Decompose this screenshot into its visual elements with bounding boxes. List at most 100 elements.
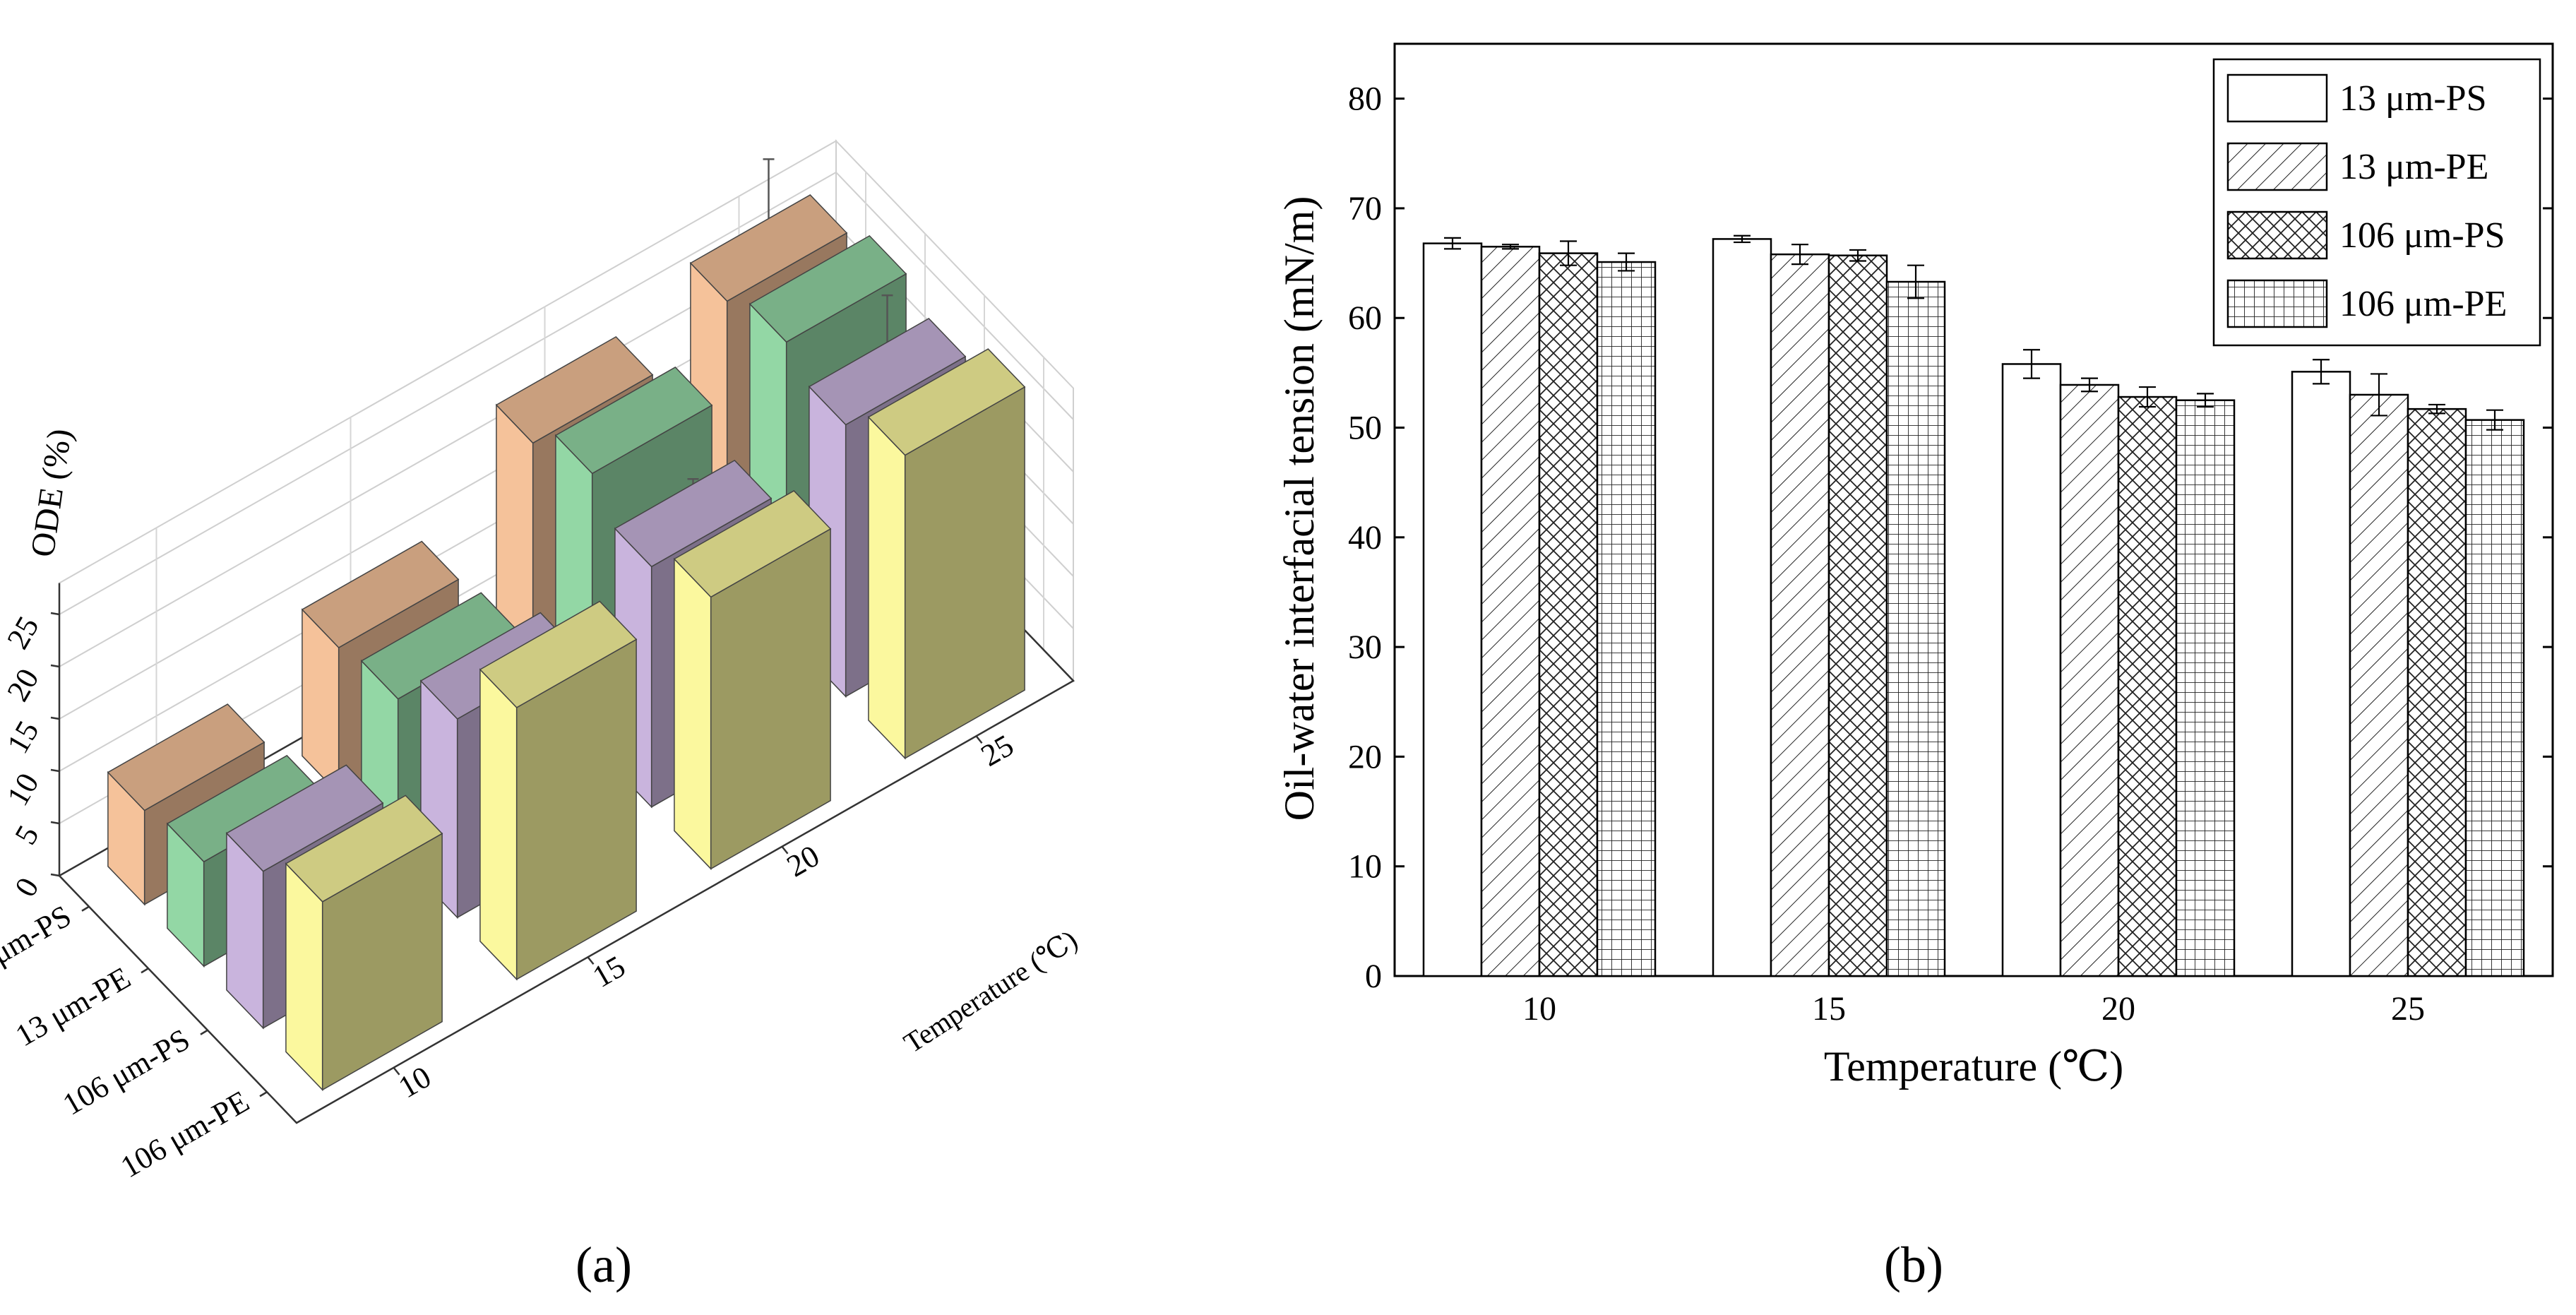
category-label: 13 μm-PE bbox=[10, 960, 136, 1053]
legend-swatch bbox=[2226, 210, 2328, 260]
bar-13m-PS-15 bbox=[1712, 238, 1772, 977]
z-tick-label: 15 bbox=[0, 715, 45, 760]
x-tick-label: 20 bbox=[2101, 990, 2135, 1028]
z-gridline bbox=[59, 171, 1074, 615]
bar-106m-PE-10 bbox=[1596, 261, 1657, 977]
y-tick-label: 50 bbox=[1348, 410, 1382, 447]
category-tick bbox=[81, 905, 90, 912]
bar-top-face bbox=[673, 490, 832, 598]
temperature-label: 25 bbox=[975, 727, 1020, 773]
bar-106m-PS-25 bbox=[2407, 407, 2467, 977]
bar-13m-PS-10 bbox=[1422, 242, 1483, 977]
bar-106m-PE-T25 bbox=[867, 348, 1026, 760]
bar-top-face bbox=[554, 367, 713, 475]
temperature-tick bbox=[781, 845, 789, 855]
bar-13m-PE-10 bbox=[1480, 246, 1541, 977]
chart-b-panel-label: (b) bbox=[1884, 1237, 1943, 1293]
category-tick bbox=[200, 1029, 208, 1035]
x-tick-label: 10 bbox=[1522, 990, 1556, 1028]
y-tick-label: 80 bbox=[1348, 81, 1382, 118]
z-tick bbox=[50, 821, 60, 825]
y-tick-label: 40 bbox=[1348, 519, 1382, 557]
temperature-tick bbox=[587, 956, 595, 965]
bar-top-face bbox=[749, 234, 907, 343]
bar-top-face bbox=[495, 335, 654, 444]
category-label: 106 μm-PE bbox=[115, 1083, 255, 1184]
temperature-tick bbox=[393, 1066, 400, 1076]
bar-106m-PS-20 bbox=[2117, 395, 2178, 977]
z-tick-label: 20 bbox=[0, 663, 45, 708]
bar-106m-PS-15 bbox=[1827, 254, 1888, 977]
bar-top-face bbox=[301, 540, 460, 648]
x-tick-label: 15 bbox=[1812, 990, 1846, 1028]
chart-b-bars bbox=[1422, 234, 2525, 977]
y-tick-label: 30 bbox=[1348, 629, 1382, 666]
z-tick bbox=[50, 716, 60, 720]
z-tick bbox=[50, 664, 60, 668]
z-tick-label: 25 bbox=[0, 611, 45, 655]
bar-13m-PE-20 bbox=[2059, 383, 2120, 977]
bar-top-face bbox=[867, 348, 1026, 456]
bar-106m-PE-15 bbox=[1885, 280, 1946, 977]
category-tick bbox=[259, 1091, 268, 1097]
temperature-label: 15 bbox=[587, 948, 631, 994]
y-tick-label: 20 bbox=[1348, 738, 1382, 775]
bar-106m-PE-25 bbox=[2464, 419, 2525, 977]
temperature-tick bbox=[975, 735, 983, 744]
bar-top-face bbox=[225, 764, 384, 872]
chart-a-panel-label: (a) bbox=[576, 1237, 632, 1293]
chart-b-x-axis-label: Temperature (℃) bbox=[1824, 1043, 2123, 1090]
z-tick bbox=[50, 768, 60, 773]
legend-label: 106 μm-PS bbox=[2339, 215, 2505, 256]
bar-13m-PE-15 bbox=[1770, 253, 1830, 977]
legend-swatch bbox=[2226, 279, 2328, 328]
bar-front-face bbox=[479, 668, 518, 981]
bar-top-face bbox=[107, 703, 266, 811]
legend-label: 13 μm-PE bbox=[2339, 147, 2488, 187]
bar-106m-PE-20 bbox=[2175, 399, 2236, 977]
temperature-label: 20 bbox=[781, 838, 825, 883]
chart-b-y-axis-label: Oil-water interfacial tension (mN/m) bbox=[1276, 196, 1323, 821]
bar-top-face bbox=[689, 194, 848, 302]
bar-top-face bbox=[285, 795, 443, 903]
bar-106m-PS-10 bbox=[1538, 252, 1599, 977]
chart-a-bars bbox=[107, 158, 1026, 1092]
legend-label: 106 μm-PE bbox=[2339, 284, 2507, 324]
category-label: 106 μm-PS bbox=[57, 1022, 196, 1122]
bar-front-face bbox=[674, 557, 712, 871]
bar-13m-PS-20 bbox=[2001, 363, 2062, 977]
category-label: 13 μm-PS bbox=[0, 898, 77, 991]
y-tick-label: 0 bbox=[1365, 958, 1382, 995]
chart-b-y-ticks: 0 10 20 30 40 50 60 70 80 bbox=[1348, 81, 2553, 995]
chart-a-y-axis-label: Temperature (℃) bbox=[898, 924, 1083, 1059]
x-tick-label: 25 bbox=[2391, 990, 2425, 1028]
y-tick-label: 10 bbox=[1348, 848, 1382, 886]
y-tick-label: 70 bbox=[1348, 190, 1382, 227]
y-tick-label: 60 bbox=[1348, 299, 1382, 337]
bar-106m-PE-T15 bbox=[479, 600, 638, 981]
bar-106m-PE-T20 bbox=[673, 490, 832, 871]
chart-a-z-axis-label: ODE (%) bbox=[24, 427, 79, 559]
z-tick-label: 0 bbox=[8, 872, 45, 903]
bar-13m-PS-25 bbox=[2291, 371, 2351, 977]
chart-b-legend: 13 μm-PS 13 μm-PE 106 μm-PS 106 μm-PE bbox=[2212, 58, 2541, 347]
bar-13m-PE-25 bbox=[2349, 393, 2409, 977]
legend-swatch bbox=[2226, 142, 2328, 191]
chart-a-z-ticks: 0 5 10 15 20 25 bbox=[0, 611, 60, 903]
z-tick-label: 5 bbox=[8, 820, 45, 851]
bar-front-face bbox=[868, 415, 906, 760]
bar-106m-PE-T10 bbox=[285, 795, 443, 1092]
z-tick bbox=[50, 873, 60, 877]
chart-b-plot-frame bbox=[1393, 42, 2554, 977]
legend-swatch bbox=[2226, 73, 2328, 123]
category-tick bbox=[141, 968, 149, 974]
bar-top-face bbox=[614, 459, 773, 568]
z-tick bbox=[50, 612, 60, 616]
bar-top-face bbox=[808, 318, 967, 426]
bar-front-face bbox=[285, 862, 323, 1092]
legend-label: 13 μm-PS bbox=[2339, 78, 2486, 119]
z-tick-label: 10 bbox=[0, 768, 45, 812]
